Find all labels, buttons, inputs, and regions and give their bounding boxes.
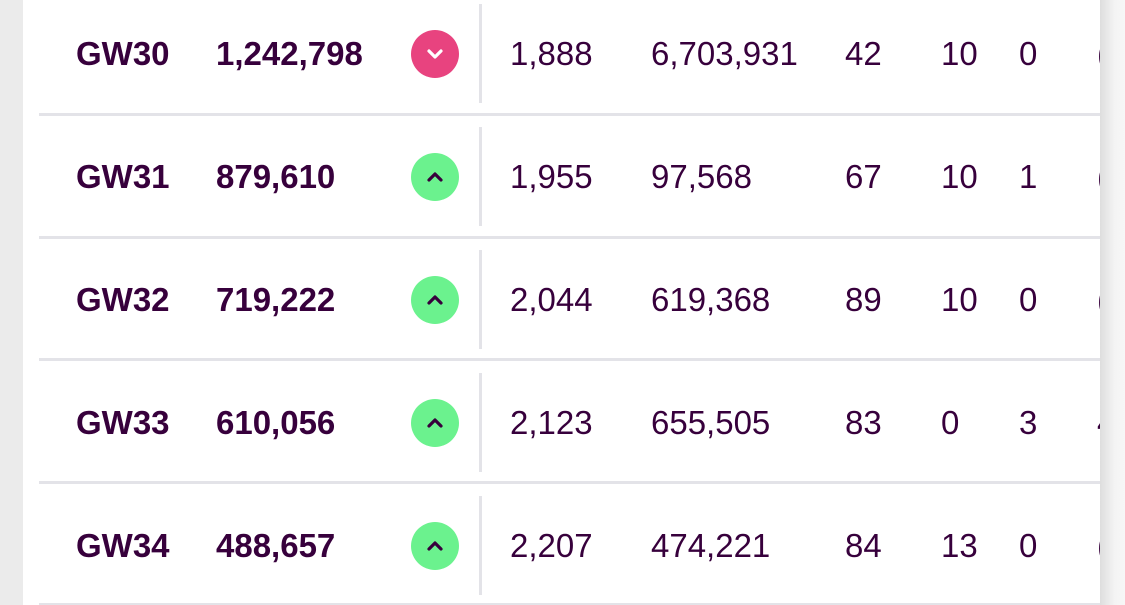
table-row[interactable]: GW31 879,610 1,955 97,568 67 10 1 ( (23, 115, 1100, 238)
gameweek-points-cell: 83 (845, 403, 882, 441)
overall-rank-cell: 719,222 (216, 280, 336, 318)
transfers-cell: 10 (941, 157, 978, 195)
transfers-cell: 13 (941, 526, 978, 564)
column-divider (479, 127, 482, 226)
overall-rank-cell: 610,056 (216, 403, 336, 441)
transfers-cell: 10 (941, 34, 978, 72)
gameweek-points-cell: 42 (845, 34, 882, 72)
row-divider (39, 113, 1100, 116)
clipped-cell: 4 (1097, 361, 1100, 484)
overall-rank-cell: 1,242,798 (216, 34, 363, 72)
overall-rank-cell: 488,657 (216, 526, 336, 564)
transfers-cell: 10 (941, 280, 978, 318)
gameweek-rank-cell: 655,505 (651, 403, 771, 441)
clipped-cell: ( (1097, 238, 1100, 361)
column-divider (479, 496, 482, 595)
clipped-cell: ( (1097, 484, 1100, 605)
gameweek-points-cell: 67 (845, 157, 882, 195)
gameweek-points-cell: 89 (845, 280, 882, 318)
chevron-up-icon (411, 398, 459, 447)
row-divider (39, 236, 1100, 239)
column-divider (479, 4, 482, 103)
gameweek-cell: GW33 (76, 403, 170, 441)
table-row[interactable]: GW32 719,222 2,044 619,368 89 10 0 ( (23, 238, 1100, 361)
row-divider (39, 358, 1100, 361)
clipped-cell: ( (1097, 115, 1100, 238)
gameweek-rank-cell: 6,703,931 (651, 34, 798, 72)
gameweek-cell: GW34 (76, 526, 170, 564)
total-points-cell: 2,044 (510, 280, 593, 318)
chevron-up-icon (411, 275, 459, 324)
transfer-cost-cell: 0 (1019, 526, 1038, 564)
gameweek-points-cell: 84 (845, 526, 882, 564)
row-divider (39, 481, 1100, 484)
row-divider (39, 603, 1100, 605)
total-points-cell: 1,888 (510, 34, 593, 72)
total-points-cell: 2,123 (510, 403, 593, 441)
gameweek-history-table: GW301,242,7981,8886,703,93142100(GW31879… (23, 0, 1100, 605)
gameweek-rank-cell: 97,568 (651, 157, 752, 195)
clipped-cell: ( (1097, 0, 1100, 115)
column-divider (479, 373, 482, 472)
gameweek-rank-cell: 619,368 (651, 280, 771, 318)
gameweek-cell: GW32 (76, 280, 170, 318)
chevron-up-icon (411, 521, 459, 570)
total-points-cell: 2,207 (510, 526, 593, 564)
scroll-edge-shadow (1100, 0, 1125, 605)
gameweek-rank-cell: 474,221 (651, 526, 771, 564)
chevron-down-icon (411, 29, 459, 78)
total-points-cell: 1,955 (510, 157, 593, 195)
transfer-cost-cell: 0 (1019, 34, 1038, 72)
transfer-cost-cell: 3 (1019, 403, 1038, 441)
transfers-cell: 0 (941, 403, 960, 441)
column-divider (479, 250, 482, 349)
table-row[interactable]: GW34 488,657 2,207 474,221 84 13 0 ( (23, 484, 1100, 605)
transfer-cost-cell: 0 (1019, 280, 1038, 318)
chevron-up-icon (411, 152, 459, 201)
transfer-cost-cell: 1 (1019, 157, 1038, 195)
overall-rank-cell: 879,610 (216, 157, 336, 195)
gameweek-cell: GW31 (76, 157, 170, 195)
table-row[interactable]: GW33 610,056 2,123 655,505 83 0 3 4 (23, 361, 1100, 484)
table-row[interactable]: GW30 1,242,798 1,888 6,703,931 42 10 0 ( (23, 0, 1100, 115)
gameweek-cell: GW30 (76, 34, 170, 72)
